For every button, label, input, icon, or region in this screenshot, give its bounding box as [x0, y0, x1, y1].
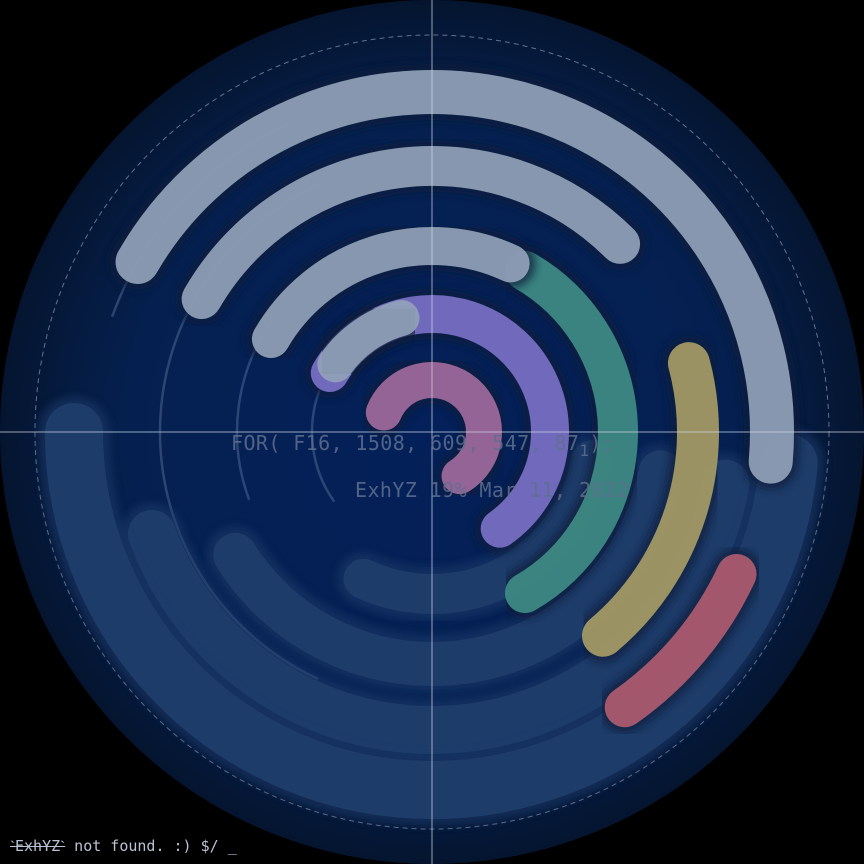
- olive-ring-arc: [581, 342, 719, 657]
- terminal-prompt[interactable]: ˋExhYZˋ not found. :) $/ _: [10, 837, 237, 856]
- track-band-2: [213, 450, 683, 687]
- track-band-3: [127, 459, 750, 754]
- red-ring-arc: [604, 554, 757, 728]
- formula-subscript: 1: [579, 441, 590, 460]
- prompt-message: not found. :) $/ _: [65, 837, 237, 855]
- highlight-arcs: [109, 64, 800, 734]
- formula-suffix: );: [589, 431, 615, 455]
- light-ring-arc-4: [115, 70, 794, 484]
- light-ring-arc-3: [181, 146, 641, 319]
- light-ring-arc-2: [251, 227, 530, 358]
- ghost-arc-1: [310, 389, 335, 503]
- struck-command: ˋExhYZˋ: [10, 837, 66, 855]
- formula-prefix: FOR( F16, 1508, 609, 547, 87: [231, 431, 580, 455]
- formula-readout: FOR( F16, 1508, 609, 547, 871);: [231, 431, 614, 460]
- pink-ring-arc: [365, 362, 502, 495]
- date-readout: ExhYZ 19% Mar 11, 2022: [355, 478, 629, 502]
- light-ring-arc-1: [317, 300, 420, 383]
